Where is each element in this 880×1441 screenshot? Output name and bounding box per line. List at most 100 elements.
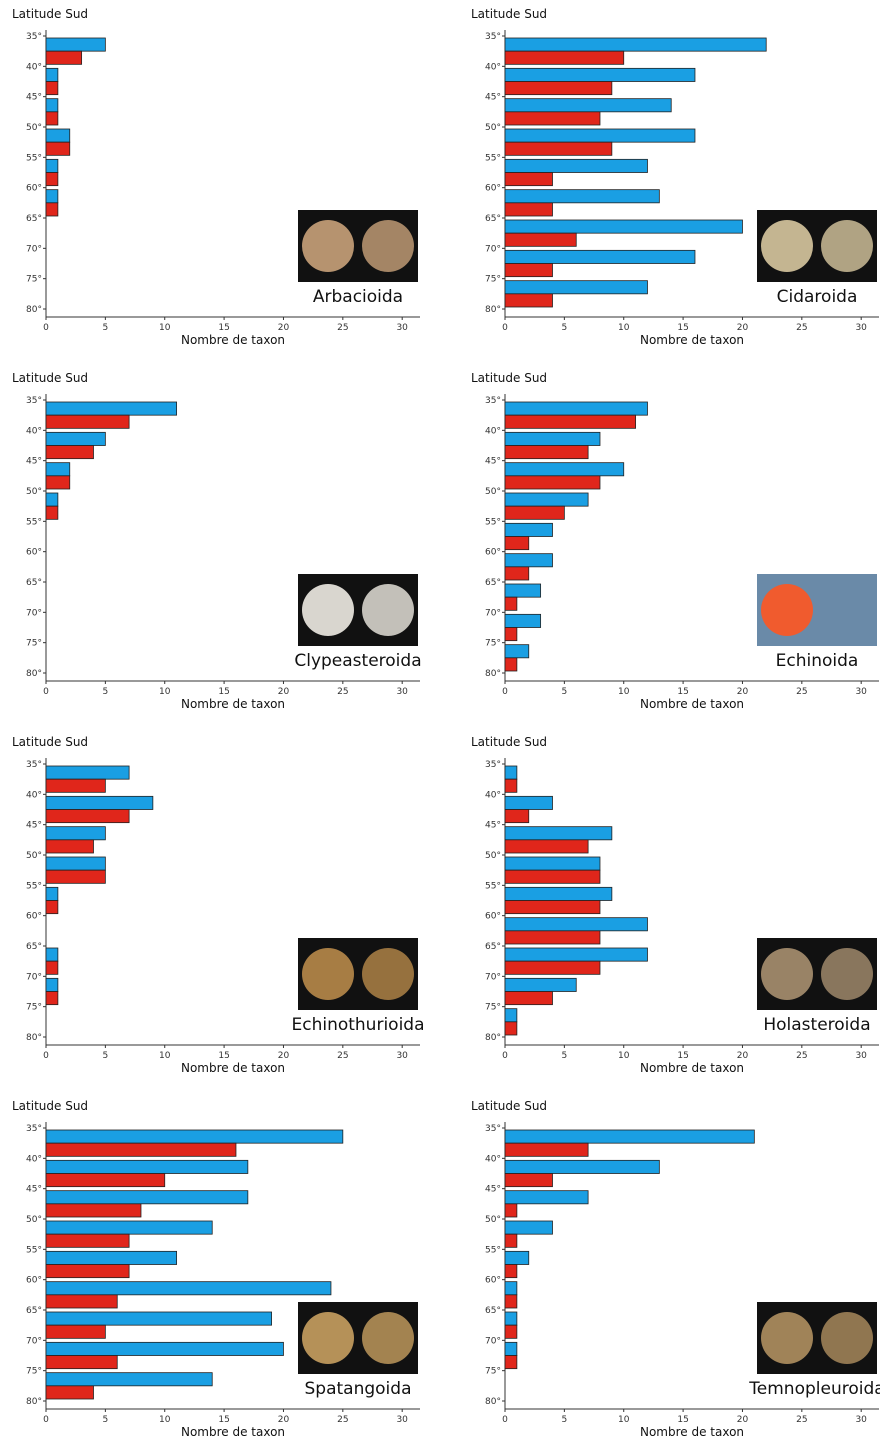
x-tick-label: 30 bbox=[855, 687, 867, 697]
bar bbox=[45, 778, 106, 793]
y-tick-label: 80° bbox=[485, 1033, 501, 1043]
y-tick-label: 40° bbox=[485, 790, 501, 800]
y-tick-label: 50° bbox=[26, 851, 42, 861]
x-tick-label: 30 bbox=[855, 1051, 867, 1061]
bar bbox=[504, 960, 601, 975]
bar bbox=[504, 263, 553, 278]
y-tick-label: 75° bbox=[485, 275, 501, 285]
x-tick-label: 15 bbox=[218, 1051, 229, 1061]
bar bbox=[504, 1281, 518, 1296]
bar bbox=[45, 809, 130, 824]
x-tick-label: 15 bbox=[218, 323, 229, 333]
x-tick-label: 20 bbox=[278, 1415, 290, 1425]
bar bbox=[504, 826, 613, 841]
x-tick-label: 0 bbox=[43, 1051, 49, 1061]
bar bbox=[504, 414, 637, 429]
y-tick-label: 75° bbox=[485, 1367, 501, 1377]
photo-specimen bbox=[362, 1312, 414, 1364]
y-tick-label: 70° bbox=[26, 244, 42, 254]
photo-specimen bbox=[302, 584, 354, 636]
y-axis-label: Latitude Sud bbox=[12, 7, 88, 21]
order-title: Arbacioida bbox=[313, 287, 403, 307]
y-tick-label: 80° bbox=[26, 669, 42, 679]
y-tick-label: 35° bbox=[485, 760, 501, 770]
x-tick-label: 30 bbox=[855, 1415, 867, 1425]
bar bbox=[504, 522, 553, 537]
x-tick-label: 30 bbox=[396, 1415, 408, 1425]
y-tick-label: 40° bbox=[26, 1154, 42, 1164]
photo-specimen bbox=[302, 948, 354, 1000]
y-tick-label: 35° bbox=[485, 396, 501, 406]
photo-specimen bbox=[761, 220, 813, 272]
bar bbox=[45, 869, 106, 884]
y-tick-label: 70° bbox=[26, 1336, 42, 1346]
x-tick-label: 0 bbox=[502, 323, 508, 333]
bar bbox=[504, 1220, 553, 1235]
bar bbox=[45, 1220, 213, 1235]
bar bbox=[504, 900, 601, 915]
y-tick-label: 60° bbox=[26, 1276, 42, 1286]
x-tick-label: 5 bbox=[102, 1051, 108, 1061]
x-axis-label: Nombre de taxon bbox=[640, 333, 744, 347]
y-tick-label: 65° bbox=[26, 214, 42, 224]
x-tick-label: 25 bbox=[796, 687, 807, 697]
bar bbox=[45, 1190, 249, 1205]
specimen-photo bbox=[757, 938, 877, 1010]
x-tick-label: 0 bbox=[502, 1051, 508, 1061]
x-tick-label: 10 bbox=[159, 687, 171, 697]
x-tick-label: 0 bbox=[43, 1415, 49, 1425]
x-tick-label: 30 bbox=[396, 323, 408, 333]
y-tick-label: 50° bbox=[26, 487, 42, 497]
x-tick-label: 25 bbox=[337, 1051, 348, 1061]
bar bbox=[504, 1264, 518, 1279]
y-tick-label: 40° bbox=[485, 62, 501, 72]
y-tick-label: 60° bbox=[485, 548, 501, 558]
y-tick-label: 55° bbox=[485, 881, 501, 891]
y-tick-label: 50° bbox=[26, 123, 42, 133]
x-tick-label: 25 bbox=[337, 1415, 348, 1425]
bar bbox=[504, 536, 530, 551]
x-axis-label: Nombre de taxon bbox=[181, 333, 285, 347]
bar bbox=[45, 141, 71, 156]
y-tick-label: 65° bbox=[485, 942, 501, 952]
y-tick-label: 75° bbox=[26, 275, 42, 285]
y-tick-label: 45° bbox=[26, 1185, 42, 1195]
x-tick-label: 10 bbox=[159, 1415, 171, 1425]
panel: Latitude Sud Nombre de taxon 35° 40° 45° 50° 5… bbox=[471, 1099, 880, 1439]
photo-specimen bbox=[302, 220, 354, 272]
photo-specimen bbox=[821, 1312, 873, 1364]
bar bbox=[504, 232, 577, 247]
y-axis-label: Latitude Sud bbox=[12, 735, 88, 749]
y-tick-label: 35° bbox=[26, 396, 42, 406]
specimen-photo bbox=[298, 1302, 418, 1374]
bar bbox=[504, 492, 589, 507]
bar bbox=[504, 917, 648, 932]
bar bbox=[45, 37, 106, 52]
panel: Latitude Sud Nombre de taxon 35° 40° 45° 50° 5… bbox=[471, 371, 879, 711]
bar bbox=[45, 839, 94, 854]
panel: Latitude Sud Nombre de taxon 35° 40° 45° 50° 5… bbox=[471, 7, 879, 347]
y-axis-label: Latitude Sud bbox=[471, 7, 547, 21]
photo-specimen bbox=[821, 948, 873, 1000]
bar bbox=[45, 475, 71, 490]
bar bbox=[504, 657, 518, 672]
bar bbox=[45, 900, 59, 915]
bar bbox=[504, 1294, 518, 1309]
x-tick-label: 5 bbox=[561, 1051, 567, 1061]
bar bbox=[504, 947, 648, 962]
bar bbox=[45, 1250, 178, 1265]
bar bbox=[45, 1324, 106, 1339]
bar bbox=[504, 1190, 589, 1205]
bar bbox=[504, 293, 553, 308]
specimen-photo bbox=[298, 210, 418, 282]
bar bbox=[504, 1008, 518, 1023]
bar bbox=[45, 977, 59, 992]
bar bbox=[45, 98, 59, 113]
x-axis-label: Nombre de taxon bbox=[181, 697, 285, 711]
bar bbox=[504, 172, 553, 187]
bar bbox=[504, 566, 530, 581]
x-tick-label: 25 bbox=[796, 1415, 807, 1425]
bar bbox=[45, 505, 59, 520]
y-tick-label: 75° bbox=[26, 639, 42, 649]
bar bbox=[45, 50, 83, 65]
